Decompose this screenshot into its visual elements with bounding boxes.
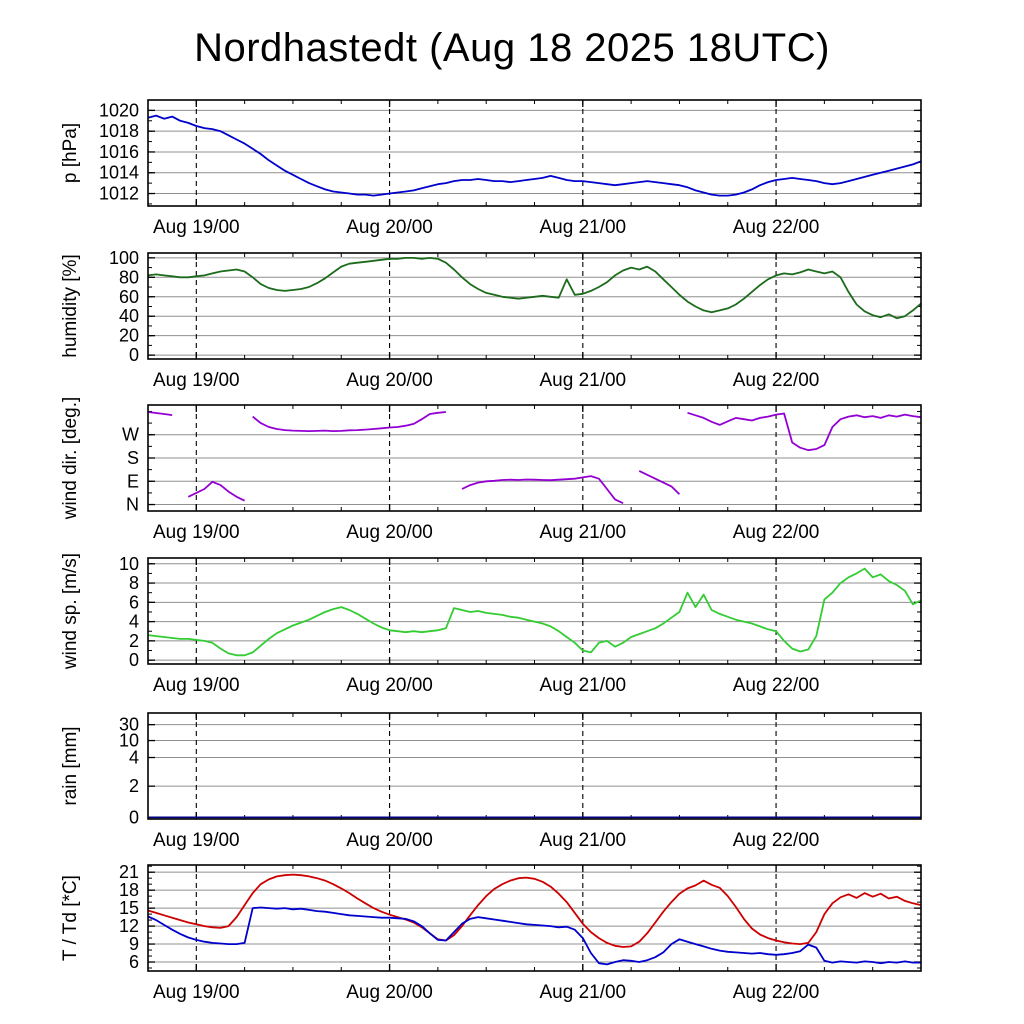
panel-wind-dir: N E S W Aug 19/00 Aug 20/00 Aug 21/00 Aug 22/00…	[0, 397, 1024, 549]
y-tick-label: 18	[119, 880, 139, 900]
x-tick-label: Aug 20/00	[346, 370, 433, 391]
x-tick-label: Aug 19/00	[153, 370, 240, 391]
y-tick-label: 6	[129, 952, 139, 972]
y-tick-label: N	[126, 495, 139, 515]
y-tick-label: 9	[129, 934, 139, 954]
y-tick-label: 10	[119, 554, 139, 574]
y-tick-label: 100	[109, 248, 139, 268]
y-tick-label: 60	[119, 287, 139, 307]
x-tick-label: Aug 20/00	[346, 217, 433, 238]
x-tick-label: Aug 19/00	[153, 830, 240, 851]
y-axis-label: p [hPa]	[60, 123, 81, 183]
x-tick-label: Aug 21/00	[539, 675, 626, 696]
y-tick-label: 20	[119, 326, 139, 346]
plot-frame	[147, 404, 922, 512]
x-tick-label: Aug 22/00	[733, 675, 820, 696]
x-tick-label: Aug 22/00	[733, 217, 820, 238]
y-tick-label: 10	[119, 731, 139, 751]
y-axis-label: T / Td [*C]	[60, 875, 81, 961]
x-tick-label: Aug 20/00	[346, 830, 433, 851]
y-tick-label: W	[122, 425, 139, 445]
y-tick-label: 80	[119, 267, 139, 287]
y-tick-label: 1018	[99, 121, 139, 141]
plot-frame	[147, 557, 922, 665]
plot-frame	[147, 99, 922, 207]
x-tick-label: Aug 20/00	[346, 982, 433, 1003]
y-tick-label: 2	[129, 631, 139, 651]
plot-frame	[147, 252, 922, 360]
y-tick-label: 40	[119, 306, 139, 326]
x-tick-label: Aug 21/00	[539, 370, 626, 391]
x-tick-label: Aug 22/00	[733, 982, 820, 1003]
y-tick-label: 15	[119, 898, 139, 918]
y-tick-label: 0	[129, 650, 139, 670]
series-Td	[147, 906, 921, 966]
y-tick-label: S	[127, 448, 139, 468]
y-tick-label: 8	[129, 573, 139, 593]
plot-frame	[147, 864, 922, 972]
y-axis-label: humidity [%]	[60, 254, 81, 357]
series-wind_direction	[147, 411, 922, 505]
y-tick-label: 1014	[99, 163, 139, 183]
y-tick-label: 30	[119, 715, 139, 735]
y-tick-label: 1020	[99, 100, 139, 120]
y-tick-label: 2	[129, 776, 139, 796]
x-tick-label: Aug 21/00	[539, 522, 626, 543]
series-wind_speed	[147, 567, 922, 657]
series-pressure	[147, 114, 922, 197]
plot-frame	[147, 712, 922, 820]
x-tick-label: Aug 22/00	[733, 522, 820, 543]
panel-pressure: 1012 1014 1016 1018 1020 Aug 19/00 Aug 20/00 Au…	[0, 92, 1024, 244]
x-tick-label: Aug 20/00	[346, 675, 433, 696]
y-axis-label: wind dir. [deg.]	[60, 397, 81, 520]
x-tick-label: Aug 19/00	[153, 982, 240, 1003]
x-tick-label: Aug 19/00	[153, 217, 240, 238]
panel-wind-speed: 0 2 4 6 8 10 Aug 19/00 Aug 20/00 Aug 21/00 Aug 22…	[0, 550, 1024, 702]
y-axis-label: wind sp. [m/s]	[60, 553, 81, 670]
y-tick-label: 6	[129, 592, 139, 612]
x-tick-label: Aug 21/00	[539, 217, 626, 238]
y-tick-label: 1016	[99, 142, 139, 162]
y-tick-label: E	[127, 471, 139, 491]
series-humidity	[147, 257, 922, 320]
y-tick-label: 21	[119, 862, 139, 882]
x-tick-label: Aug 20/00	[346, 522, 433, 543]
y-axis-label: rain [mm]	[60, 726, 81, 805]
series-T	[147, 873, 922, 948]
y-tick-label: 0	[129, 807, 139, 827]
y-tick-label: 4	[129, 612, 139, 632]
y-tick-label: 4	[129, 748, 139, 768]
panel-humidity: 0 20 40 60 80 100 Aug 19/00 Aug 20/00 Aug 21/00 A…	[0, 245, 1024, 397]
y-tick-label: 0	[129, 345, 139, 365]
x-tick-label: Aug 21/00	[539, 830, 626, 851]
x-tick-label: Aug 19/00	[153, 522, 240, 543]
panel-rain: 0 2 4 10 30 Aug 19/00 Aug 20/00 Aug 21/00 Aug 22…	[0, 705, 1024, 857]
x-tick-label: Aug 22/00	[733, 830, 820, 851]
panel-temperature: 6 9 12 15 18 21 Aug 19/00 Aug 20/00 Aug 21/00 Aug…	[0, 857, 1024, 1009]
chart-title: Nordhastedt (Aug 18 2025 18UTC)	[194, 26, 830, 70]
x-tick-label: Aug 22/00	[733, 370, 820, 391]
y-tick-label: 1012	[99, 184, 139, 204]
x-tick-label: Aug 21/00	[539, 982, 626, 1003]
x-tick-label: Aug 19/00	[153, 675, 240, 696]
y-tick-label: 12	[119, 916, 139, 936]
